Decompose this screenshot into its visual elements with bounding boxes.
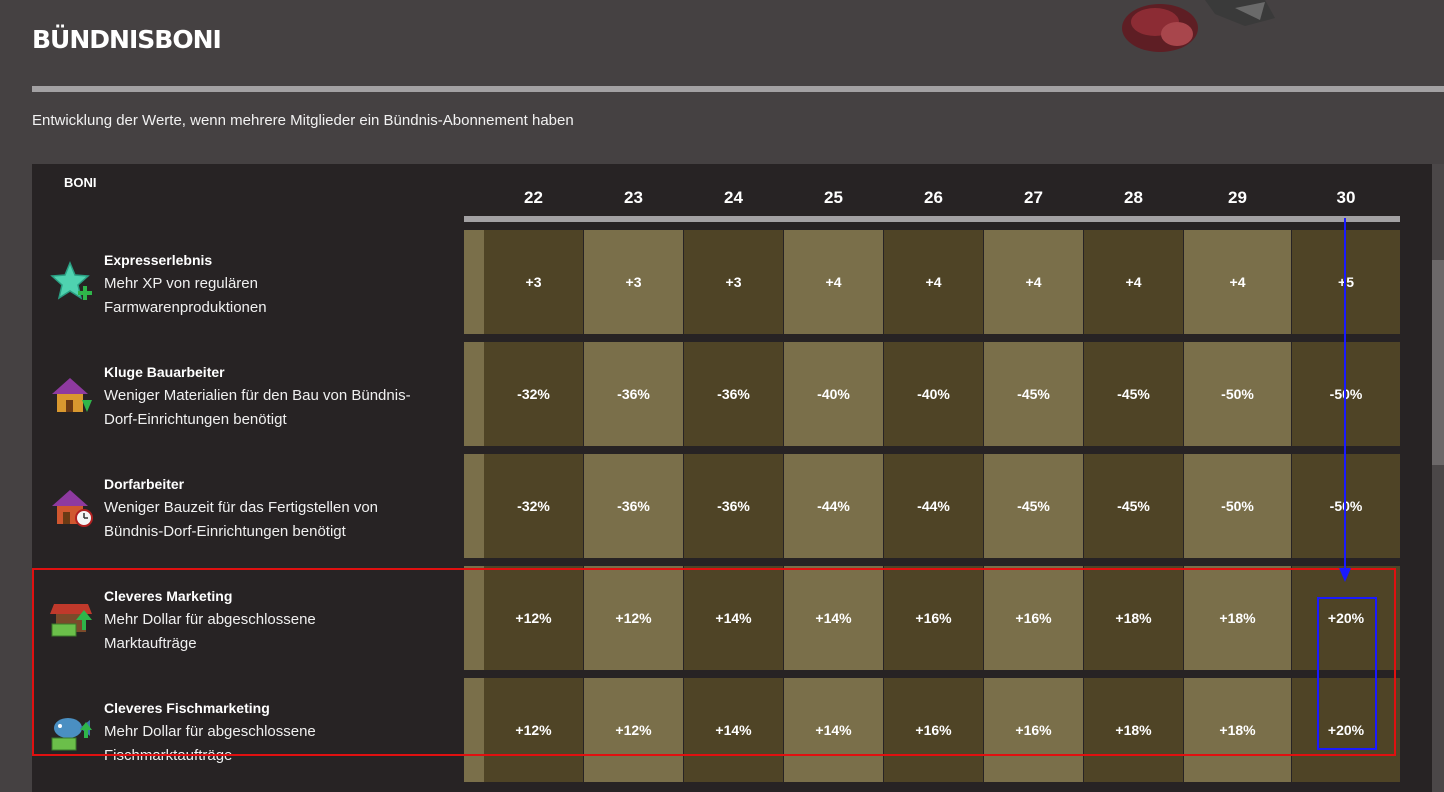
green-star-plus-icon xyxy=(48,260,94,306)
value-cell: +18% xyxy=(1184,678,1291,782)
fish-money-icon xyxy=(48,708,94,754)
value-cell: +4 xyxy=(984,230,1083,334)
value-cell: -36% xyxy=(684,454,783,558)
bonus-description: Kluge Bauarbeiter Weniger Materialien für… xyxy=(104,360,444,432)
bonus-column-label: BONI xyxy=(64,175,97,190)
title-divider xyxy=(32,86,1444,92)
page-subtitle: Entwicklung der Werte, wenn mehrere Mitg… xyxy=(32,112,574,129)
value-cell: -36% xyxy=(584,342,683,446)
value-cell: +3 xyxy=(484,230,583,334)
bonus-description-line: Bündnis-Dorf-Einrichtungen benötigt xyxy=(104,523,346,540)
bonus-row: Cleveres Fischmarketing Mehr Dollar für a… xyxy=(32,678,1400,782)
column-header-25: 25 xyxy=(824,188,843,207)
value-cell: -45% xyxy=(1084,342,1183,446)
bonus-row: Expresserlebnis Mehr XP von regulären Farm… xyxy=(32,230,1400,334)
value-cell: +3 xyxy=(684,230,783,334)
bonus-description-line: Weniger Materialien für den Bau von Bünd… xyxy=(104,387,411,404)
value-cell: -36% xyxy=(684,342,783,446)
column-header-29: 29 xyxy=(1228,188,1247,207)
bonus-name: Cleveres Fischmarketing xyxy=(104,700,270,716)
column-header-28: 28 xyxy=(1124,188,1143,207)
highlight-blue-rectangle xyxy=(1317,597,1377,750)
value-cell: -45% xyxy=(984,454,1083,558)
value-cell: +14% xyxy=(684,678,783,782)
row-start-strip xyxy=(464,678,484,782)
scrollbar-track[interactable] xyxy=(1432,164,1444,792)
value-cell: +16% xyxy=(884,678,983,782)
value-cell: -40% xyxy=(784,342,883,446)
value-cell: +12% xyxy=(484,566,583,670)
value-cell: +3 xyxy=(584,230,683,334)
blue-arrow-annotation xyxy=(1339,218,1351,582)
value-cell: +16% xyxy=(884,566,983,670)
bonus-description: Dorfarbeiter Weniger Bauzeit für das Fert… xyxy=(104,472,444,544)
column-header-26: 26 xyxy=(924,188,943,207)
row-start-strip xyxy=(464,342,484,446)
column-header-23: 23 xyxy=(624,188,643,207)
value-cell: -50% xyxy=(1184,342,1291,446)
value-cell: +12% xyxy=(484,678,583,782)
bonus-name: Expresserlebnis xyxy=(104,252,213,268)
value-cell: +12% xyxy=(584,566,683,670)
house-clock-icon xyxy=(48,484,94,530)
value-cell: -40% xyxy=(884,342,983,446)
value-cell: -32% xyxy=(484,454,583,558)
bonus-row: Dorfarbeiter Weniger Bauzeit für das Fert… xyxy=(32,454,1400,558)
bonus-description-line: Mehr XP von regulären xyxy=(104,275,258,292)
value-cell: -36% xyxy=(584,454,683,558)
value-cell: +16% xyxy=(984,678,1083,782)
bonus-description-line: Mehr Dollar für abgeschlossene xyxy=(104,611,316,628)
scrollbar-thumb[interactable] xyxy=(1432,260,1444,465)
value-cell: -32% xyxy=(484,342,583,446)
value-cell: +4 xyxy=(1184,230,1291,334)
bonus-description-line: Dorf-Einrichtungen benötigt xyxy=(104,411,287,428)
bonus-description-line: Mehr Dollar für abgeschlossene xyxy=(104,723,316,740)
mascot-artwork-icon xyxy=(1122,0,1275,52)
column-header-24: 24 xyxy=(724,188,743,207)
bonus-description-line: Weniger Bauzeit für das Fertigstellen vo… xyxy=(104,499,379,516)
value-cell: +4 xyxy=(1084,230,1183,334)
value-cell: +4 xyxy=(884,230,983,334)
highlight-red-rectangle xyxy=(32,568,1396,756)
market-stall-money-icon xyxy=(48,596,94,642)
value-cell: +20% xyxy=(1292,678,1400,782)
value-cell: -45% xyxy=(1084,454,1183,558)
page-title: BÜNDNISBONI xyxy=(32,25,222,54)
bonus-name: Cleveres Marketing xyxy=(104,588,233,604)
bonus-description-line: Farmwarenproduktionen xyxy=(104,299,267,316)
bonus-row: Kluge Bauarbeiter Weniger Materialien für… xyxy=(32,342,1400,446)
row-start-strip xyxy=(464,230,484,334)
column-header-27: 27 xyxy=(1024,188,1043,207)
house-down-arrow-icon xyxy=(48,372,94,418)
column-header-30: 30 xyxy=(1336,188,1356,207)
bonus-description: Expresserlebnis Mehr XP von regulären Farm… xyxy=(104,248,444,320)
bonus-name: Kluge Bauarbeiter xyxy=(104,364,225,380)
value-cell: -44% xyxy=(884,454,983,558)
value-cell: +14% xyxy=(684,566,783,670)
column-header-22: 22 xyxy=(524,188,543,207)
value-cell: +20% xyxy=(1292,566,1400,670)
row-start-strip xyxy=(464,566,484,670)
value-cell: +14% xyxy=(784,566,883,670)
value-cell: -50% xyxy=(1184,454,1291,558)
bonus-description-line: Marktaufträge xyxy=(104,635,197,652)
value-cell: -44% xyxy=(784,454,883,558)
bonus-name: Dorfarbeiter xyxy=(104,476,185,492)
value-cell: +4 xyxy=(784,230,883,334)
value-cell: -45% xyxy=(984,342,1083,446)
bonus-description: Cleveres Marketing Mehr Dollar für abgesc… xyxy=(104,584,444,656)
value-cell: +18% xyxy=(1184,566,1291,670)
value-cell: +14% xyxy=(784,678,883,782)
value-cell: +18% xyxy=(1084,678,1183,782)
header-divider xyxy=(464,216,1400,222)
row-start-strip xyxy=(464,454,484,558)
bonus-row: Cleveres Marketing Mehr Dollar für abgesc… xyxy=(32,566,1400,670)
value-cell: +12% xyxy=(584,678,683,782)
value-cell: +18% xyxy=(1084,566,1183,670)
value-cell: +16% xyxy=(984,566,1083,670)
